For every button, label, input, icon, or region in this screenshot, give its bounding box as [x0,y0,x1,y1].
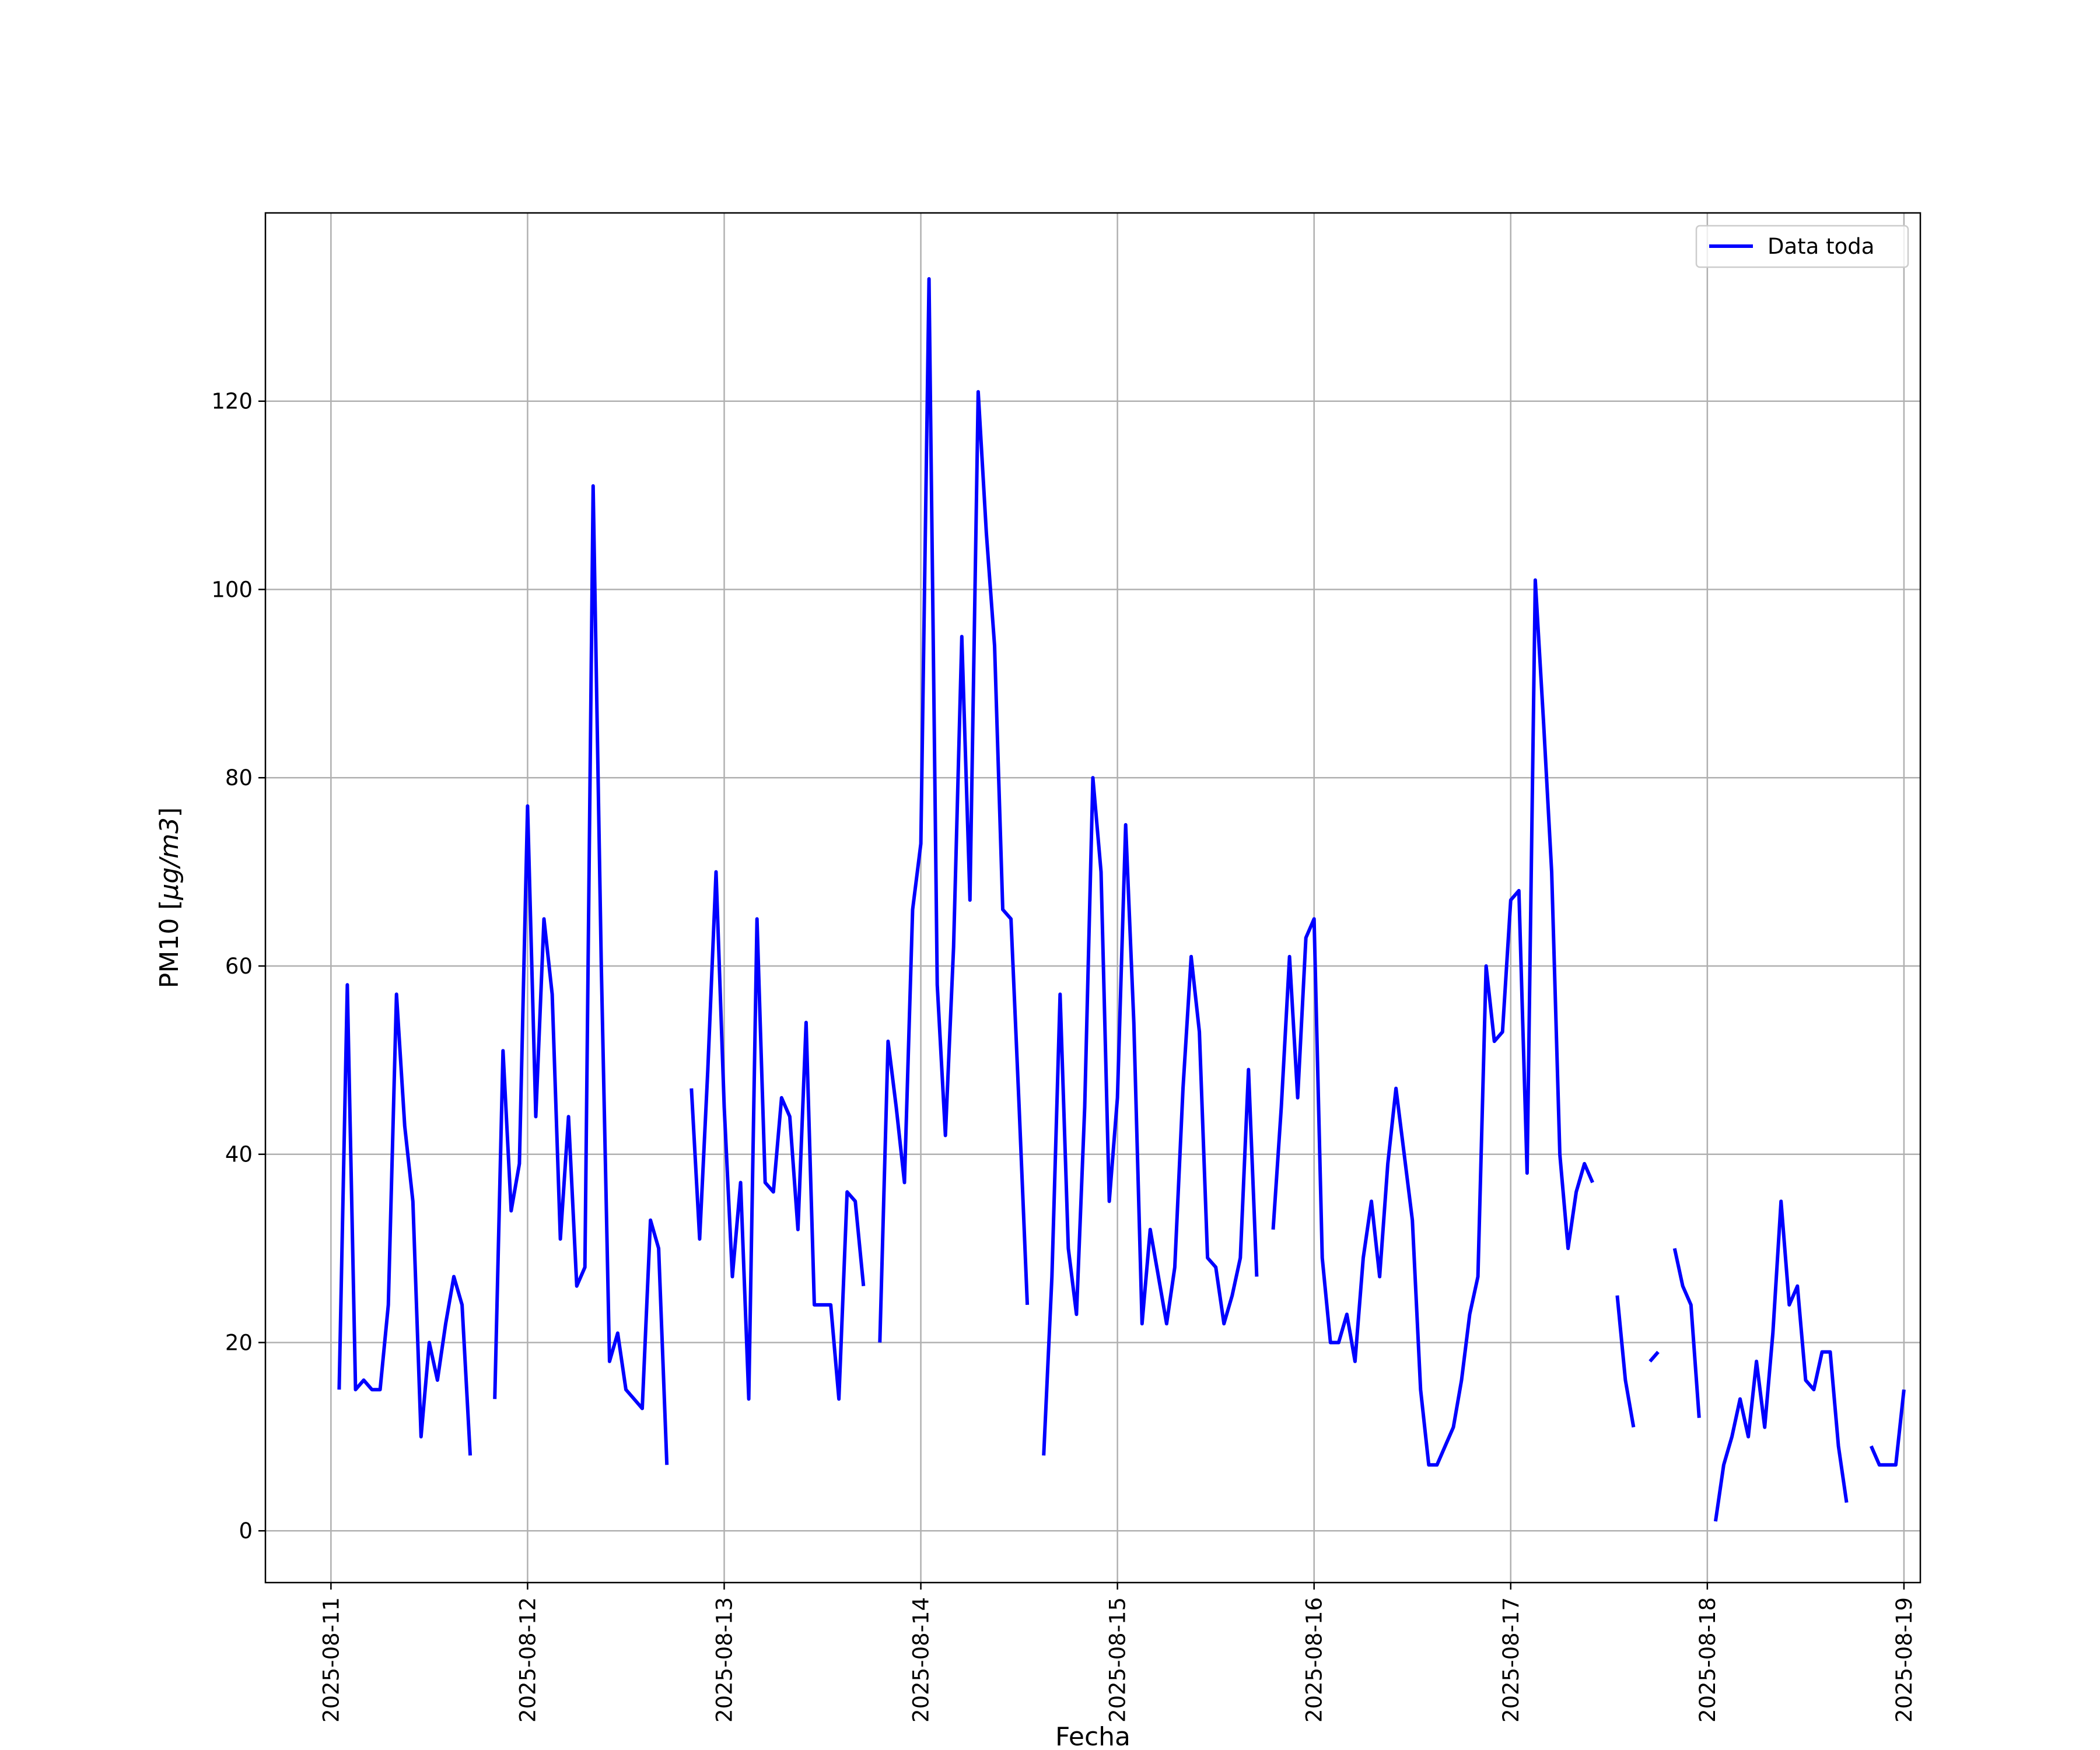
series-0 [337,277,1906,1522]
x-axis-label: Fecha [1055,1722,1130,1750]
y-tick-label: 80 [225,765,253,790]
series-line-segment [1713,1199,1849,1522]
y-axis-label-close: ] [155,807,184,817]
series-line-segment [1672,1248,1701,1418]
series-layer [337,277,1906,1522]
series-line-segment [1869,1389,1906,1467]
series-line-segment [1648,1350,1660,1363]
x-tick-label: 2025-08-11 [318,1597,344,1723]
y-tick-label: 20 [225,1330,253,1355]
y-tick-label: 0 [239,1518,253,1544]
series-line-segment [1615,1295,1636,1428]
x-tick-labels: 2025-08-11 2025-08-12 2025-08-13 2025-08-14… [318,1597,1917,1723]
axis-ticks [258,400,1905,1590]
series-line-segment [878,277,1030,1343]
legend: Data toda [1695,225,1909,268]
y-axis-label-plain: PM10 [ [155,900,184,989]
x-tick-label: 2025-08-12 [515,1597,540,1723]
x-tick-label: 2025-08-16 [1302,1597,1327,1723]
x-tick-label: 2025-08-13 [712,1597,737,1723]
series-line-segment [1271,578,1594,1467]
x-tick-label: 2025-08-14 [909,1597,934,1723]
y-axis-label: PM10 [μg/m3] [155,807,184,988]
x-tick-label: 2025-08-15 [1105,1597,1130,1723]
x-tick-label: 2025-08-17 [1499,1597,1524,1723]
series-line-segment [690,870,866,1401]
y-tick-label: 40 [225,1142,253,1167]
grid [265,213,1920,1583]
legend-label-data-toda: Data toda [1768,234,1874,259]
series-line-segment [337,983,473,1456]
series-line-segment [1042,776,1259,1456]
x-tick-label: 2025-08-19 [1892,1597,1917,1723]
plot-frame [264,212,1922,1584]
legend-box [1695,225,1909,268]
y-tick-label: 60 [225,954,253,979]
series-line-segment [493,484,669,1465]
y-axis-label-unit: μg/m3 [155,817,184,901]
y-tick-labels: 0 20 40 60 80 100 120 [211,389,253,1544]
x-tick-label: 2025-08-18 [1695,1597,1720,1723]
y-tick-label: 100 [211,577,253,602]
y-tick-label: 120 [211,389,253,414]
